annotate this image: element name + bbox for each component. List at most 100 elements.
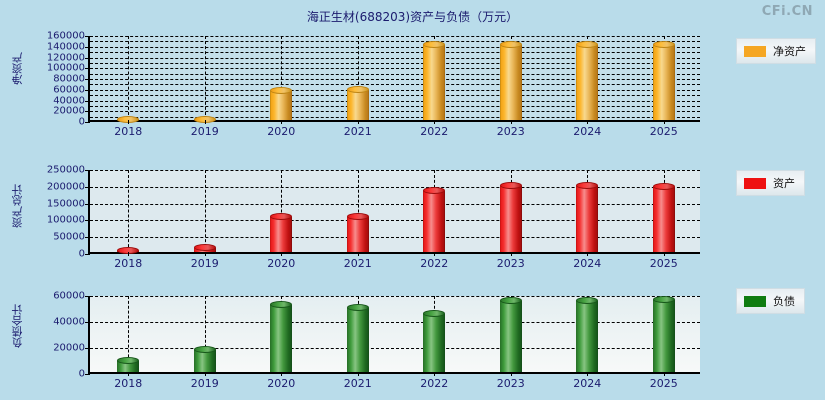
bar-total-liabilities-2018[interactable] [117, 357, 140, 372]
y-tick-label: 40000 [53, 316, 85, 328]
bar-total-assets-2019[interactable] [193, 244, 216, 252]
x-tick-label-2021: 2021 [343, 377, 372, 390]
legend-total-liabilities[interactable]: 负债 [736, 288, 805, 314]
bar-total-assets-2023[interactable] [499, 182, 522, 252]
y-tick-mark [85, 111, 90, 113]
gridline-horizontal-minor [90, 41, 700, 43]
bar-total-liabilities-2021[interactable] [346, 303, 369, 372]
y-tick-mark [85, 36, 90, 37]
bar-total-assets-2022[interactable] [423, 186, 446, 252]
y-tick-mark [85, 186, 90, 188]
gridline-vertical [128, 36, 130, 120]
legend-total-assets[interactable]: 资产 [736, 170, 805, 196]
bar-cap [117, 357, 140, 365]
plot-area-net-assets: 0 20000 40000 60000 80000 100000 120000 140000 1… [47, 31, 700, 138]
x-tick-mark [128, 252, 130, 256]
x-tick-mark [434, 372, 436, 376]
bar-total-assets-2020[interactable] [270, 212, 293, 252]
x-tick-mark [281, 120, 283, 124]
bar-net-assets-2024[interactable] [576, 40, 599, 120]
x-tick-mark [204, 252, 206, 256]
bar-cap [576, 40, 599, 48]
gridline-horizontal-minor [90, 73, 700, 75]
bar-net-assets-2023[interactable] [499, 40, 522, 120]
y-tick-mark [85, 220, 90, 222]
bar-total-liabilities-2020[interactable] [270, 300, 293, 372]
x-tick-mark [663, 252, 665, 256]
gridline-horizontal [90, 237, 700, 239]
x-tick-mark [587, 252, 589, 256]
gridline-horizontal [90, 322, 700, 323]
y-tick-mark [85, 57, 90, 59]
y-tick-mark [85, 79, 90, 80]
bar-cap [346, 303, 369, 311]
bar-body [499, 186, 522, 252]
bar-total-assets-2024[interactable] [576, 182, 599, 252]
x-tick-mark [510, 372, 512, 376]
legend-swatch-icon [744, 177, 766, 189]
y-tick-mark [85, 170, 90, 171]
y-tick-label: 250000 [46, 164, 85, 176]
x-tick-mark [204, 120, 206, 124]
y-axis-label-total-liabilities: 负债合计 [11, 304, 24, 348]
gridline-vertical [281, 170, 283, 252]
plot-area-total-assets: 0 50000 100000 150000 200000 250000 2018 2019 20… [47, 165, 700, 270]
x-tick-mark [128, 372, 130, 376]
bar-net-assets-2020[interactable] [270, 86, 293, 120]
legend-swatch-icon [744, 295, 766, 307]
gridline-horizontal-minor [90, 105, 700, 107]
legend-label: 净资产 [773, 45, 806, 58]
gridline-vertical [128, 170, 130, 252]
bar-body [576, 186, 599, 252]
gridline-horizontal [90, 100, 700, 102]
y-tick-mark [85, 348, 90, 349]
bar-total-assets-2021[interactable] [346, 213, 369, 252]
x-tick-mark [357, 252, 359, 256]
bar-net-assets-2025[interactable] [652, 41, 675, 120]
gridline-horizontal [90, 89, 700, 91]
bar-total-liabilities-2022[interactable] [423, 309, 446, 372]
gridline-horizontal [90, 186, 700, 188]
y-tick-mark [85, 237, 90, 239]
gridline-horizontal [90, 348, 700, 349]
bar-total-liabilities-2023[interactable] [499, 297, 522, 372]
bar-body [652, 45, 675, 120]
x-tick-label-2018: 2018 [114, 125, 143, 138]
x-tick-label-2025: 2025 [649, 125, 678, 138]
y-tick-mark [85, 68, 90, 70]
gridline-vertical [128, 296, 130, 372]
bar-body [423, 45, 446, 120]
y-tick-label: 20000 [53, 342, 85, 354]
bar-total-liabilities-2025[interactable] [652, 295, 675, 372]
legend-swatch-icon [744, 45, 766, 57]
bar-cap [652, 41, 675, 48]
bar-total-liabilities-2019[interactable] [193, 346, 216, 372]
y-tick-label: 40000 [53, 95, 85, 106]
bar-total-liabilities-2024[interactable] [576, 297, 599, 372]
bar-cap [499, 297, 522, 305]
x-tick-mark [357, 120, 359, 124]
gridline-horizontal [90, 36, 700, 37]
bar-cap [652, 295, 675, 303]
x-tick-mark [510, 252, 512, 256]
page-title: 海正生材(688203)资产与负债（万元） [306, 10, 519, 24]
y-tick-mark [85, 100, 90, 102]
x-tick-label-2023: 2023 [496, 257, 525, 270]
y-tick-mark [85, 254, 90, 255]
x-tick-mark [204, 372, 206, 376]
x-tick-mark [281, 372, 283, 376]
bar-total-assets-2025[interactable] [652, 182, 675, 252]
x-tick-label-2019: 2019 [190, 125, 219, 138]
legend-net-assets[interactable]: 净资产 [736, 38, 816, 64]
x-tick-label-2021: 2021 [343, 125, 372, 138]
gridline-vertical [204, 296, 206, 372]
bar-body [270, 304, 293, 372]
gridline-vertical [357, 170, 359, 252]
plot-area-total-liabilities: 0 20000 40000 60000 2018 2019 2020 2021 2022 2023… [53, 291, 700, 390]
x-tick-label-2022: 2022 [420, 377, 449, 390]
gridline-horizontal [90, 296, 700, 297]
y-tick-label: 150000 [46, 198, 85, 210]
bar-net-assets-2022[interactable] [423, 41, 446, 120]
bar-cap [423, 309, 446, 317]
bar-net-assets-2021[interactable] [346, 85, 369, 120]
